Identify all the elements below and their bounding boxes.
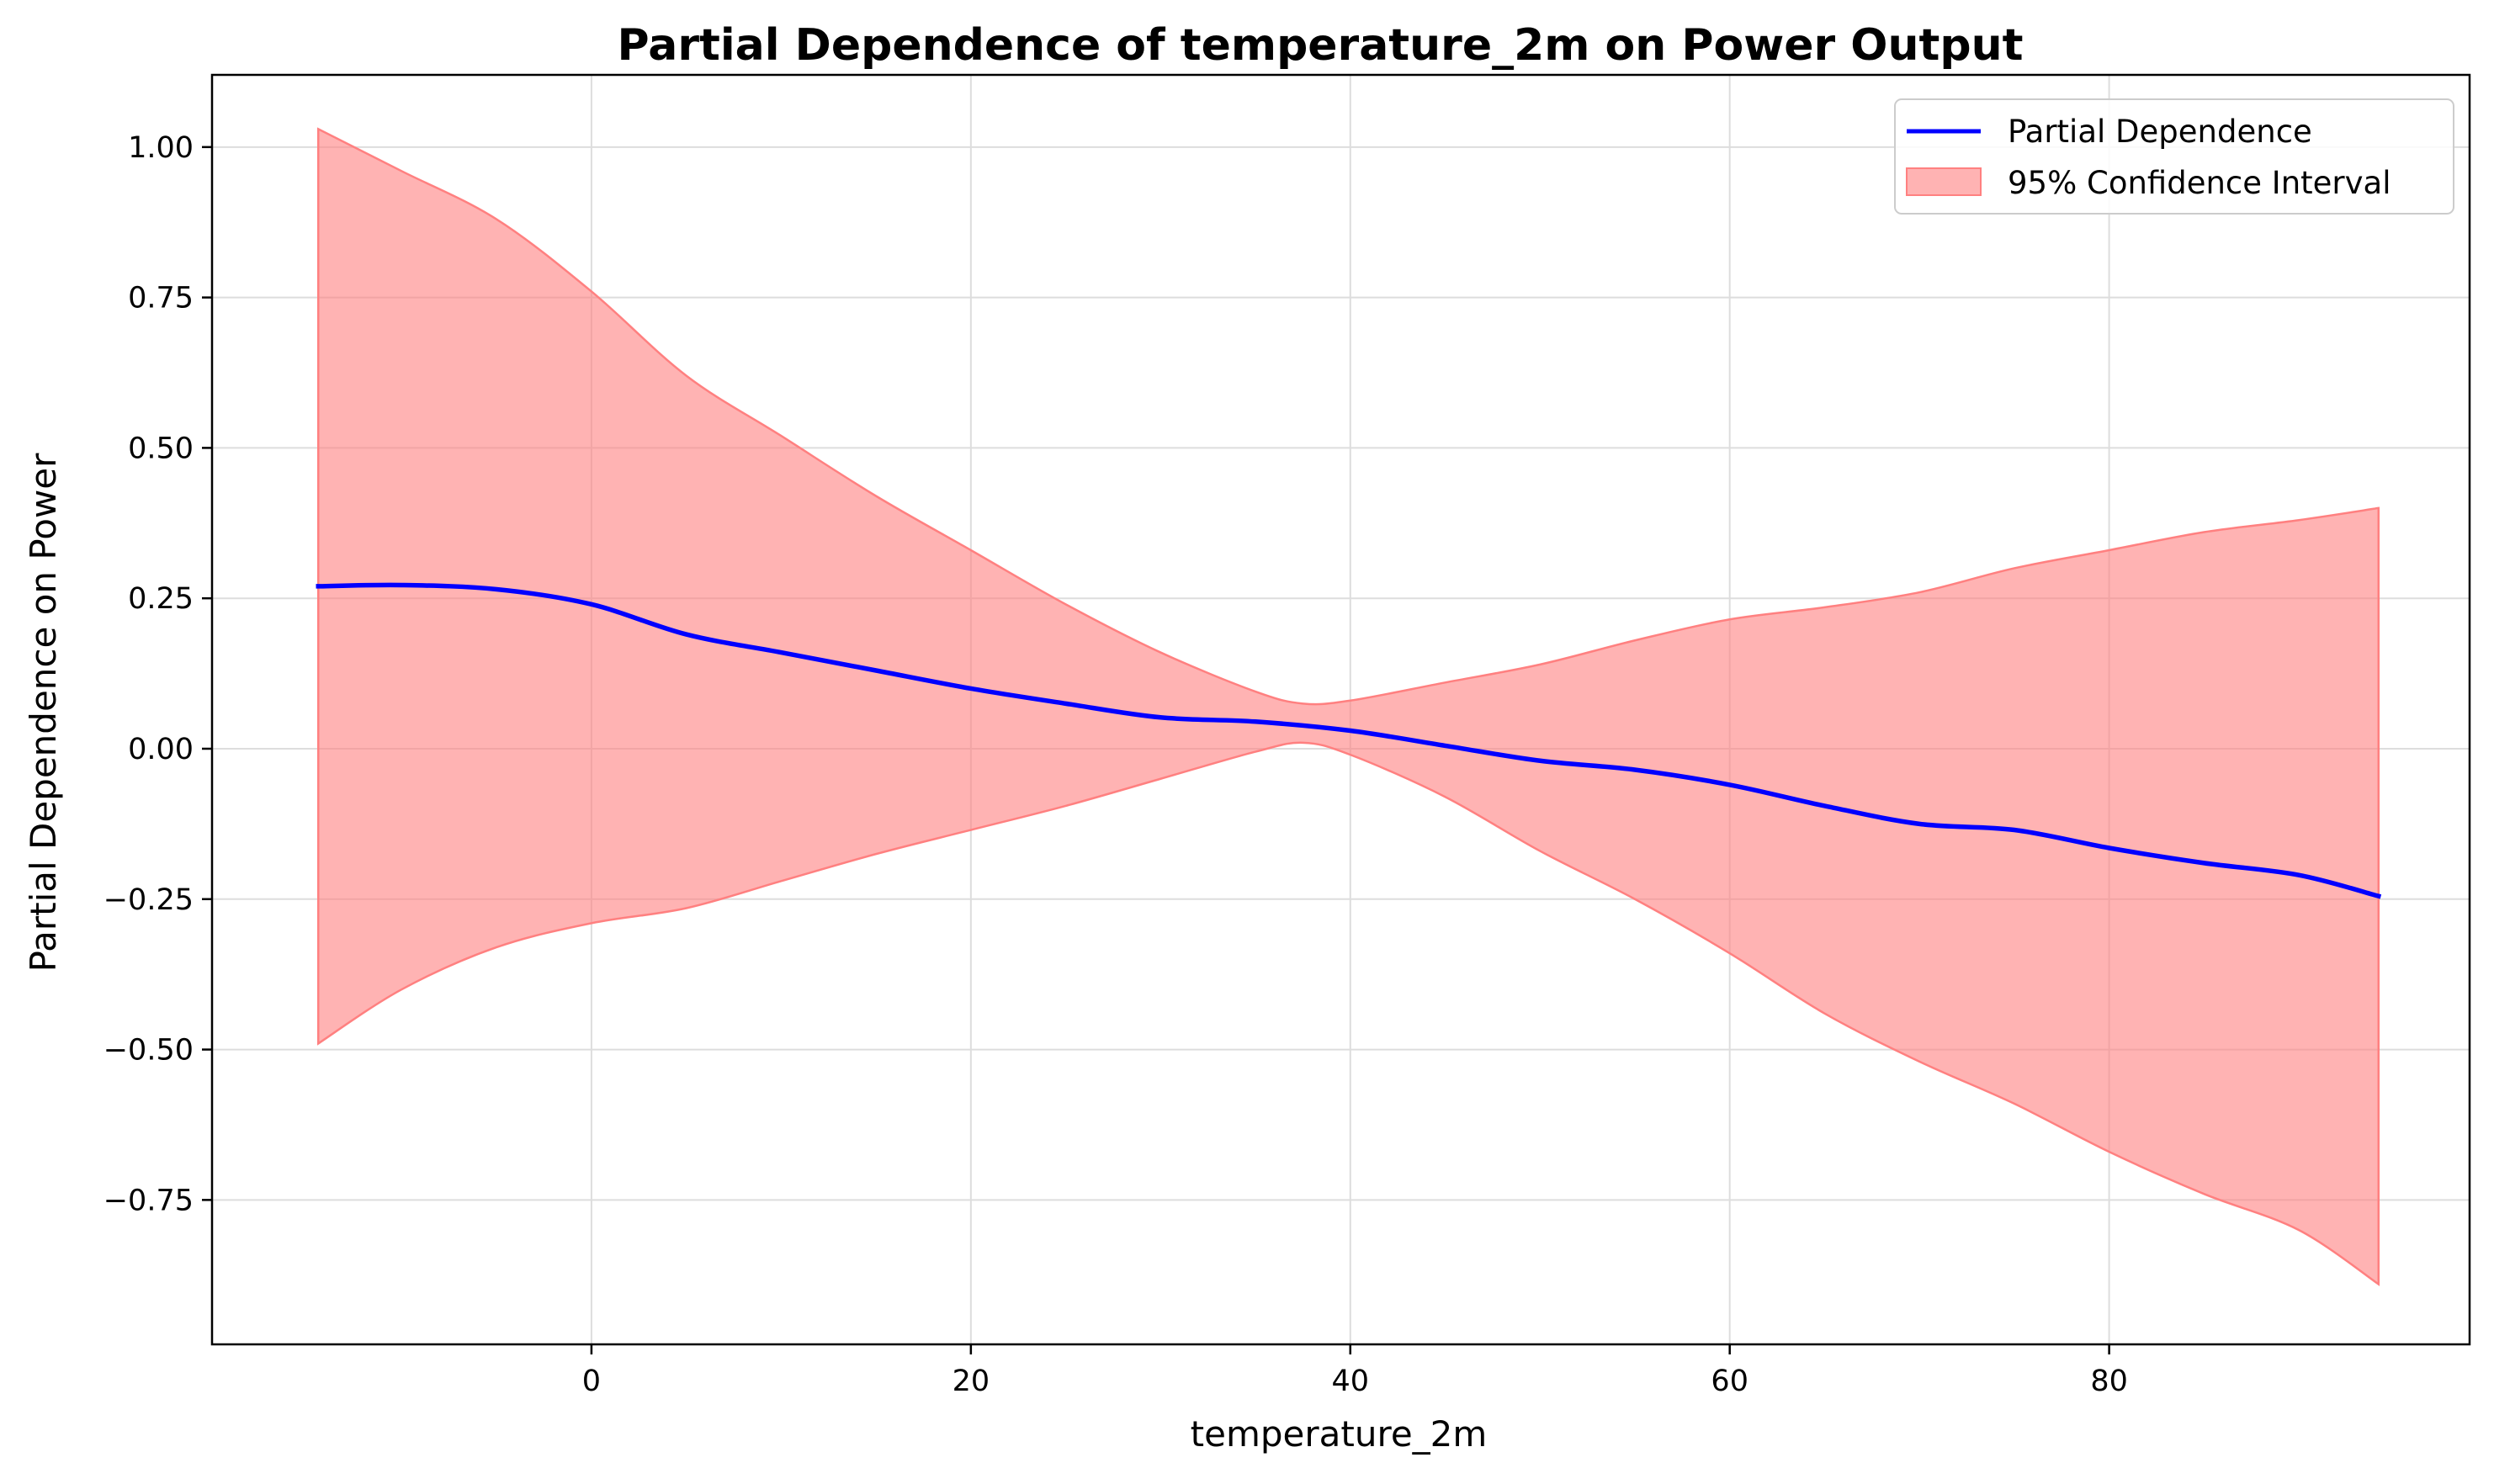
x-tick-label: 0	[582, 1365, 601, 1398]
y-tick-label: −0.25	[103, 883, 194, 917]
y-tick-label: 0.75	[128, 282, 194, 315]
band-layer	[317, 127, 2380, 1286]
x-tick-label: 20	[952, 1365, 990, 1398]
y-tick-label: 0.00	[128, 733, 194, 766]
legend-frame	[1894, 98, 2454, 215]
legend-label-partial-dependence: Partial Dependence	[2008, 114, 2312, 150]
y-axis-ticks: −0.75 −0.50 −0.25 0.00 0.25 0.50 0.75 1.00	[103, 131, 212, 1217]
x-tick-label: 60	[1711, 1365, 1748, 1398]
y-tick-label: 0.50	[128, 432, 194, 465]
y-tick-label: 1.00	[128, 131, 194, 165]
line-layer	[316, 582, 2382, 899]
y-tick-label: −0.50	[103, 1034, 194, 1068]
y-axis-label: Partial Dependence on Power	[23, 453, 64, 972]
x-tick-label: 80	[2090, 1365, 2128, 1398]
x-axis-ticks: 0 20 40 60 80	[582, 1344, 2128, 1398]
legend-swatch-confidence-interval	[1906, 167, 1982, 196]
y-tick-label: −0.75	[103, 1184, 194, 1217]
x-tick-label: 40	[1331, 1365, 1369, 1398]
legend: Partial Dependence 95% Confidence Interv…	[1894, 98, 2454, 215]
partial-dependence-line	[316, 582, 2382, 899]
confidence-interval-band	[317, 127, 2380, 1286]
plot-area-frame	[210, 73, 2471, 1346]
x-axis-label: temperature_2m	[1191, 1413, 1488, 1455]
chart-title: Partial Dependence of temperature_2m on …	[618, 20, 2024, 71]
legend-label-confidence-interval: 95% Confidence Interval	[2008, 165, 2391, 201]
y-tick-label: 0.25	[128, 582, 194, 616]
